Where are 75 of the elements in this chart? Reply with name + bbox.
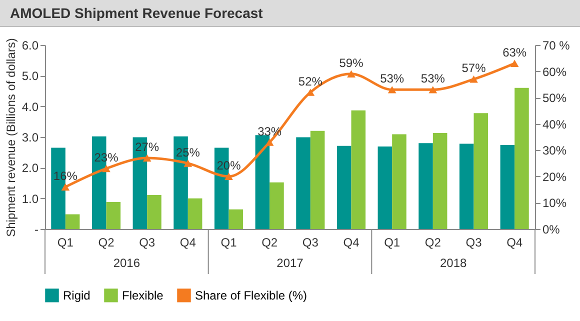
point <box>388 86 396 94</box>
data-label: 57% <box>462 61 486 76</box>
text: 2018 <box>440 256 468 270</box>
point <box>102 164 110 172</box>
data-label: 23% <box>94 150 119 165</box>
bar <box>336 146 352 229</box>
x-tick-label: Q1 <box>57 236 74 250</box>
point <box>510 60 519 68</box>
x-tick-label: Q3 <box>466 236 482 250</box>
bar <box>270 182 284 229</box>
y2-tick-label: 60% <box>542 64 567 79</box>
point <box>347 70 356 78</box>
bar <box>188 198 202 229</box>
bar <box>228 209 244 229</box>
bar <box>500 144 515 229</box>
y2-tick-label: 30% <box>542 144 567 158</box>
x-tick-label: Q3 <box>302 236 319 250</box>
data-label: 63% <box>502 45 527 60</box>
data-label: 53% <box>420 72 446 86</box>
point <box>265 138 274 146</box>
bar <box>514 88 529 229</box>
x-tick-label: Q2 <box>424 236 442 250</box>
y-axis-title: Shipment revenue (Billions of dollars) <box>4 38 18 237</box>
point <box>184 160 192 167</box>
y2-tick-label: 10% <box>542 196 567 210</box>
y-tick-label: 3.0 <box>22 130 39 144</box>
y2-tick-label: 40% <box>542 117 567 132</box>
x-tick-label: Q4 <box>506 236 523 250</box>
y2-tick-label: 50% <box>542 91 567 106</box>
point <box>428 86 438 94</box>
y-tick-label: 4.0 <box>22 100 39 114</box>
bar <box>474 113 488 229</box>
point <box>470 76 478 83</box>
y-tick-label: 1.0 <box>22 192 39 206</box>
bar <box>147 194 162 229</box>
bar <box>378 146 392 229</box>
bar <box>418 143 433 229</box>
legend-label: Flexible <box>122 288 164 302</box>
bar <box>310 130 325 229</box>
legend-label: Rigid <box>63 288 90 302</box>
y2-tick-label: 20% <box>542 170 567 184</box>
y-tick-label: 6.0 <box>22 38 39 52</box>
text: 2016 <box>113 256 140 270</box>
x-tick-label: Q1 <box>220 236 238 250</box>
x-tick-label: Q2 <box>262 236 278 250</box>
legend-label: Share of Flexible (%) <box>195 288 308 302</box>
data-label: 16% <box>53 168 78 183</box>
bar <box>459 144 474 229</box>
point <box>61 183 70 191</box>
data-label: 25% <box>176 145 200 160</box>
x-tick-label: Q4 <box>180 236 196 250</box>
y-tick-label: 5.0 <box>22 69 39 84</box>
data-label: 52% <box>298 74 323 88</box>
y-tick-label: 2.0 <box>22 161 39 176</box>
bar <box>351 110 366 229</box>
text: 2017 <box>276 256 304 270</box>
bar <box>255 135 270 229</box>
bar <box>392 134 406 229</box>
bar <box>432 133 448 229</box>
data-label: 59% <box>339 56 364 70</box>
data-label: 53% <box>380 72 404 86</box>
data-label: 20% <box>216 158 242 172</box>
x-tick-label: Q2 <box>98 236 115 250</box>
x-tick-label: Q4 <box>343 236 360 250</box>
y-tick-label: - <box>34 222 38 236</box>
x-tick-label: Q1 <box>384 236 400 250</box>
bar <box>106 202 121 229</box>
x-tick-label: Q3 <box>139 236 156 250</box>
bar <box>65 214 80 229</box>
y2-tick-label: 0% <box>542 222 560 236</box>
y2-tick-label: 70 % <box>542 38 570 52</box>
point <box>224 172 233 180</box>
bar <box>296 137 310 229</box>
chart-title: AMOLED Shipment Revenue Forecast <box>0 0 580 27</box>
point <box>142 154 152 162</box>
